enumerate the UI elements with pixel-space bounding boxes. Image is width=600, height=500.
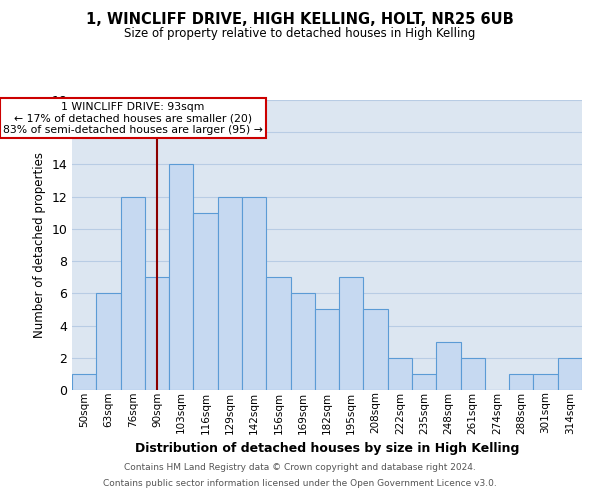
Bar: [364, 310, 388, 390]
Bar: [509, 374, 533, 390]
Bar: [290, 294, 315, 390]
X-axis label: Distribution of detached houses by size in High Kelling: Distribution of detached houses by size …: [135, 442, 519, 455]
Bar: [193, 213, 218, 390]
Bar: [96, 294, 121, 390]
Bar: [436, 342, 461, 390]
Bar: [266, 277, 290, 390]
Bar: [461, 358, 485, 390]
Bar: [145, 277, 169, 390]
Y-axis label: Number of detached properties: Number of detached properties: [33, 152, 46, 338]
Bar: [533, 374, 558, 390]
Text: Contains HM Land Registry data © Crown copyright and database right 2024.: Contains HM Land Registry data © Crown c…: [124, 464, 476, 472]
Bar: [169, 164, 193, 390]
Bar: [315, 310, 339, 390]
Text: Size of property relative to detached houses in High Kelling: Size of property relative to detached ho…: [124, 28, 476, 40]
Text: 1, WINCLIFF DRIVE, HIGH KELLING, HOLT, NR25 6UB: 1, WINCLIFF DRIVE, HIGH KELLING, HOLT, N…: [86, 12, 514, 28]
Text: Contains public sector information licensed under the Open Government Licence v3: Contains public sector information licen…: [103, 478, 497, 488]
Bar: [558, 358, 582, 390]
Bar: [72, 374, 96, 390]
Bar: [218, 196, 242, 390]
Bar: [388, 358, 412, 390]
Bar: [412, 374, 436, 390]
Bar: [242, 196, 266, 390]
Bar: [339, 277, 364, 390]
Text: 1 WINCLIFF DRIVE: 93sqm
← 17% of detached houses are smaller (20)
83% of semi-de: 1 WINCLIFF DRIVE: 93sqm ← 17% of detache…: [3, 102, 263, 135]
Bar: [121, 196, 145, 390]
